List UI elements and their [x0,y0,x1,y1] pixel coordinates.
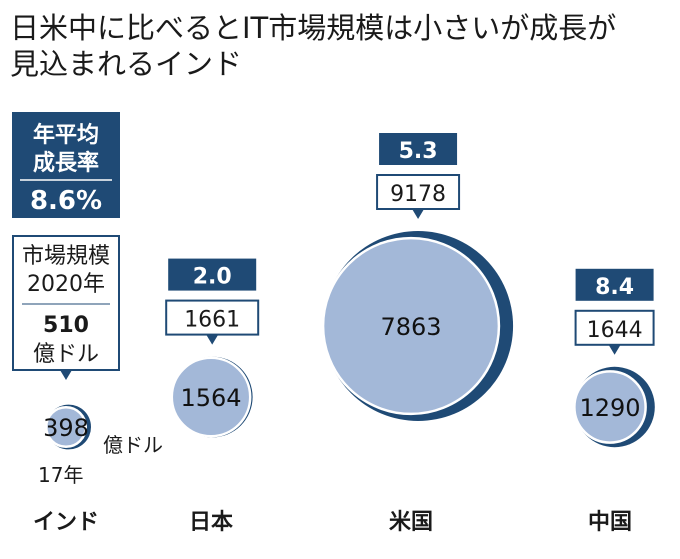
chart-title-line-2: 見込まれるインド [10,47,242,81]
legend-rate-box [12,112,120,218]
legend-size-label-line-1: 市場規模 [22,244,110,269]
bubble-2017 [321,236,501,416]
growth-badge [575,268,654,301]
value-pointer [412,209,425,219]
value-2020-label: 1644 [587,318,643,343]
bubble-value-label: 1564 [180,384,241,412]
legend-size-label-line-2: 2020年 [27,272,105,297]
growth-badge [168,258,257,291]
bubble-value-label: 1290 [579,394,640,422]
legend-size-value: 510 [43,313,89,338]
bubble-2017 [573,370,647,444]
growth-rate-label: 2.0 [193,265,232,290]
bubble-value-label: 398 [43,414,89,442]
legend-rate-label-line-1: 年平均 [33,122,99,148]
legend-size-unit: 億ドル [33,342,99,367]
legend: 年平均 成長率 8.6% 市場規模 2020年 510 億ドル [12,112,120,380]
value-pointer [206,334,219,345]
legend-rate-value: 8.6% [30,186,102,216]
unit-label: 億ドル [103,433,163,457]
chart-marks: 398 インド 1564 日本 1661 2.0 7863 米国 9178 5.3 1290 中国 16… [33,133,655,535]
legend-size-box [12,235,120,371]
category-label: 日本 [189,510,233,535]
bubble-2017 [170,356,252,438]
bubble-2017 [44,405,88,449]
legend-pointer [60,370,72,380]
category-label: インド [33,510,99,535]
bubble-value-label: 7863 [380,313,441,341]
value-pointer [608,344,621,355]
growth-rate-label: 8.4 [595,275,634,300]
legend-rate-label-line-2: 成長率 [33,150,99,176]
category-label: 中国 [588,510,632,535]
value-2020-label: 9178 [390,182,446,207]
chart-title-line-1: 日米中に比べるとIT市場規模は小さいが成長が [10,11,616,45]
category-label: 米国 [389,510,433,535]
growth-rate-label: 5.3 [399,139,438,164]
growth-badge [379,133,458,165]
year-label: 17年 [38,463,83,487]
value-2020-label: 1661 [184,308,240,333]
